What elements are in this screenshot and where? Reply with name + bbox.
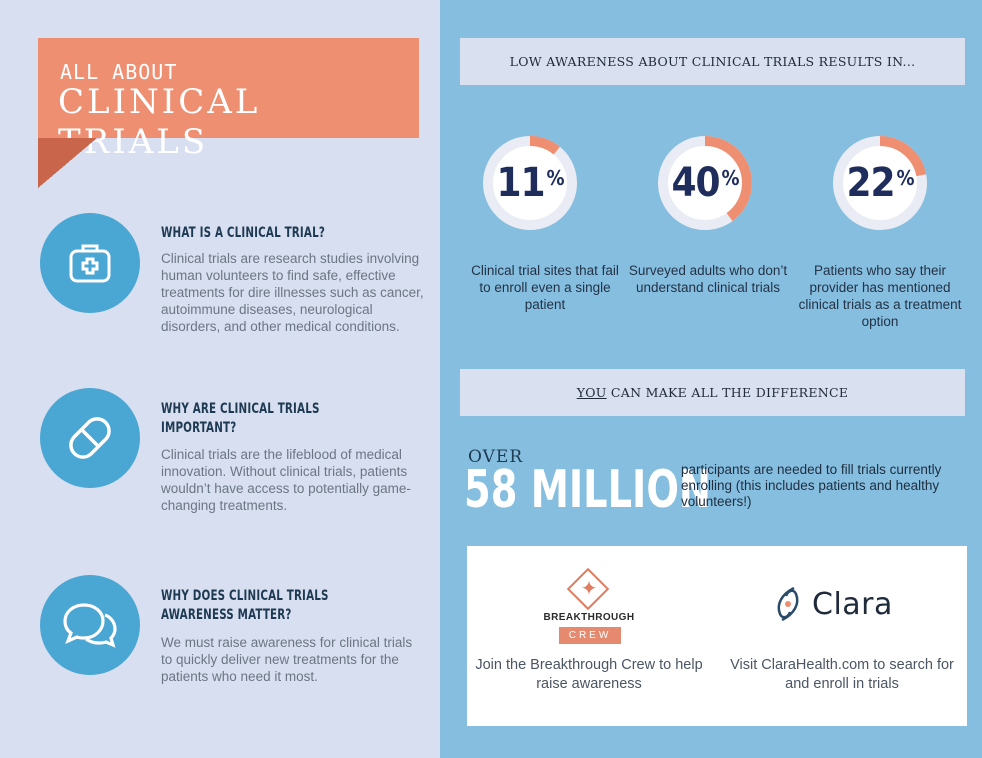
difference-header: YOU CAN MAKE ALL THE DIFFERENCE bbox=[460, 369, 965, 416]
clara-logo[interactable]: Clara bbox=[772, 584, 893, 624]
stat-caption-3: Patients who say their provider has ment… bbox=[798, 263, 962, 329]
section-body-what: Clinical trials are research studies inv… bbox=[161, 251, 424, 334]
clara-name: Clara bbox=[812, 586, 893, 622]
stat-ring-3: 22% bbox=[830, 133, 930, 233]
crew-label: CREW bbox=[559, 627, 621, 644]
difference-text: CAN MAKE ALL THE DIFFERENCE bbox=[606, 385, 849, 400]
clara-mark-icon bbox=[777, 586, 799, 622]
stat-value: 40% bbox=[671, 160, 739, 206]
star-icon: ✦ bbox=[580, 578, 598, 600]
chat-bubbles-icon bbox=[40, 575, 140, 675]
pill-icon bbox=[40, 388, 140, 488]
stat-value: 22% bbox=[846, 160, 914, 206]
breakthrough-crew-logo[interactable]: ✦ BREAKTHROUGH CREW bbox=[539, 567, 639, 650]
section-heading-what: What is a clinical trial? bbox=[161, 225, 325, 241]
stat-ring-1: 11% bbox=[480, 133, 580, 233]
banner-title: CLINICAL TRIALS bbox=[58, 82, 261, 162]
medical-kit-icon bbox=[40, 213, 140, 313]
stat-caption-2: Surveyed adults who don’t understand cli… bbox=[628, 263, 788, 295]
breakthrough-caption: Join the Breakthrough Crew to help raise… bbox=[475, 657, 703, 692]
section-body-awareness: We must raise awareness for clinical tri… bbox=[161, 635, 413, 684]
participants-number: 58 MILLION bbox=[464, 460, 712, 520]
participants-description: participants are needed to fill trials c… bbox=[681, 462, 942, 509]
banner-subtitle: ALL ABOUT bbox=[60, 60, 178, 84]
awareness-header: LOW AWARENESS ABOUT CLINICAL TRIALS RESU… bbox=[460, 38, 965, 85]
section-heading-why: Why are clinical trials important? bbox=[161, 401, 320, 436]
section-body-why: Clinical trials are the lifeblood of med… bbox=[161, 447, 411, 513]
breakthrough-name: BREAKTHROUGH bbox=[543, 612, 635, 623]
banner-fold bbox=[38, 138, 97, 188]
difference-emphasis: YOU bbox=[576, 385, 607, 400]
title-banner: ALL ABOUT CLINICAL TRIALS bbox=[38, 38, 419, 162]
section-heading-awareness: Why does clinical trials awareness matte… bbox=[161, 588, 329, 623]
stat-ring-2: 40% bbox=[655, 133, 755, 233]
over-label: OVER bbox=[468, 447, 524, 467]
stat-value: 11% bbox=[496, 160, 564, 206]
clara-caption: Visit ClaraHealth.com to search for and … bbox=[730, 657, 954, 692]
partners-card: ✦ BREAKTHROUGH CREW Join the Breakthroug… bbox=[467, 546, 967, 726]
stat-caption-1: Clinical trial sites that fail to enroll… bbox=[471, 263, 619, 312]
